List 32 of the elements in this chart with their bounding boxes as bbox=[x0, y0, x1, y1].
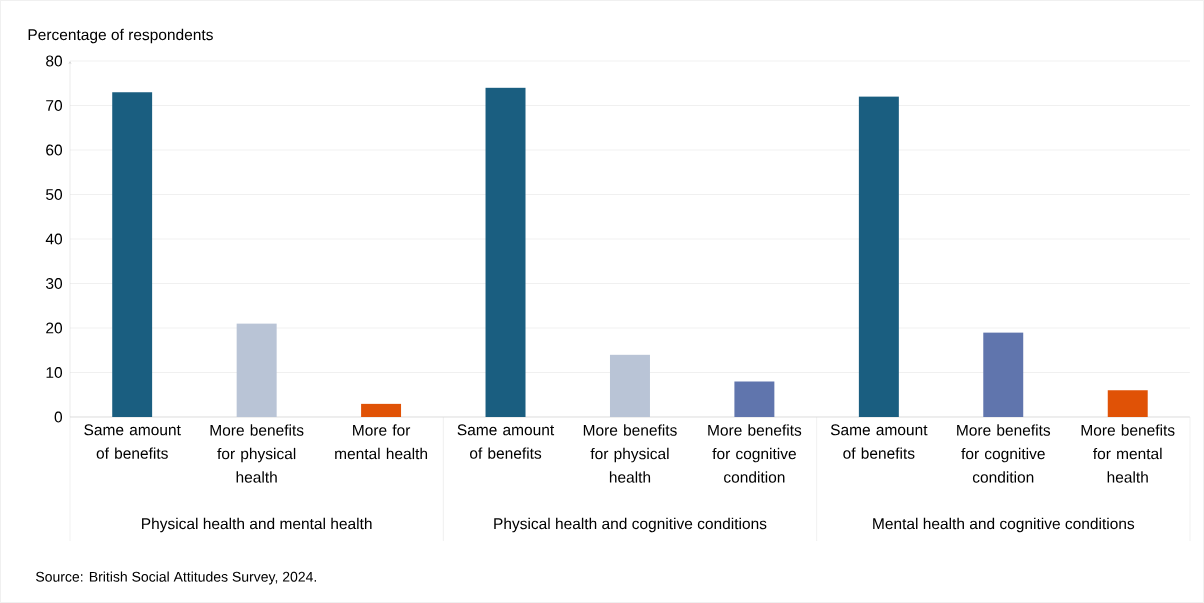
y-tick-label: 50 bbox=[46, 189, 63, 200]
y-tick-label: 60 bbox=[46, 144, 63, 156]
text: Physical health and mental health bbox=[142, 517, 372, 533]
y-tick-label: 40 bbox=[45, 233, 63, 245]
x-tick-label: More benefits for cognitive condition bbox=[708, 424, 802, 483]
x-tick-label: Same amount of benefits bbox=[84, 424, 181, 459]
y-axis-title: Percentage of respondents bbox=[28, 28, 213, 44]
x-tick-label: More for mental health bbox=[335, 424, 428, 460]
y-tick-label: 70 bbox=[46, 100, 63, 111]
text: Mental health and cognitive conditions bbox=[873, 517, 1135, 533]
source-note: Source: British Social Attitudes Survey, 2024. bbox=[36, 571, 317, 585]
x-tick-label: Same amount of benefits bbox=[457, 424, 555, 459]
bar bbox=[734, 381, 775, 417]
x-tick-label: More benefits for physical health bbox=[210, 424, 304, 483]
y-tick-label: 30 bbox=[45, 278, 63, 289]
y-tick-label: 0 bbox=[54, 411, 63, 423]
bar bbox=[236, 323, 277, 417]
y-tick-label: 10 bbox=[46, 367, 63, 378]
x-tick-label: More benefits for mental health bbox=[1081, 424, 1175, 483]
y-tick-label: 20 bbox=[46, 322, 63, 334]
x-tick-label: Same amount of benefits bbox=[830, 424, 928, 459]
text: Physical health and cognitive conditions bbox=[494, 517, 767, 533]
x-tick-label: More benefits for physical health bbox=[583, 424, 677, 483]
bar bbox=[112, 92, 153, 417]
bar bbox=[361, 403, 402, 417]
bar bbox=[1107, 390, 1148, 417]
y-tick-label: 80 bbox=[46, 55, 63, 67]
x-tick-label: More benefits for cognitive condition bbox=[957, 424, 1051, 483]
bar bbox=[858, 96, 899, 417]
bar bbox=[983, 332, 1024, 417]
bar bbox=[485, 87, 526, 417]
bar bbox=[609, 354, 650, 417]
